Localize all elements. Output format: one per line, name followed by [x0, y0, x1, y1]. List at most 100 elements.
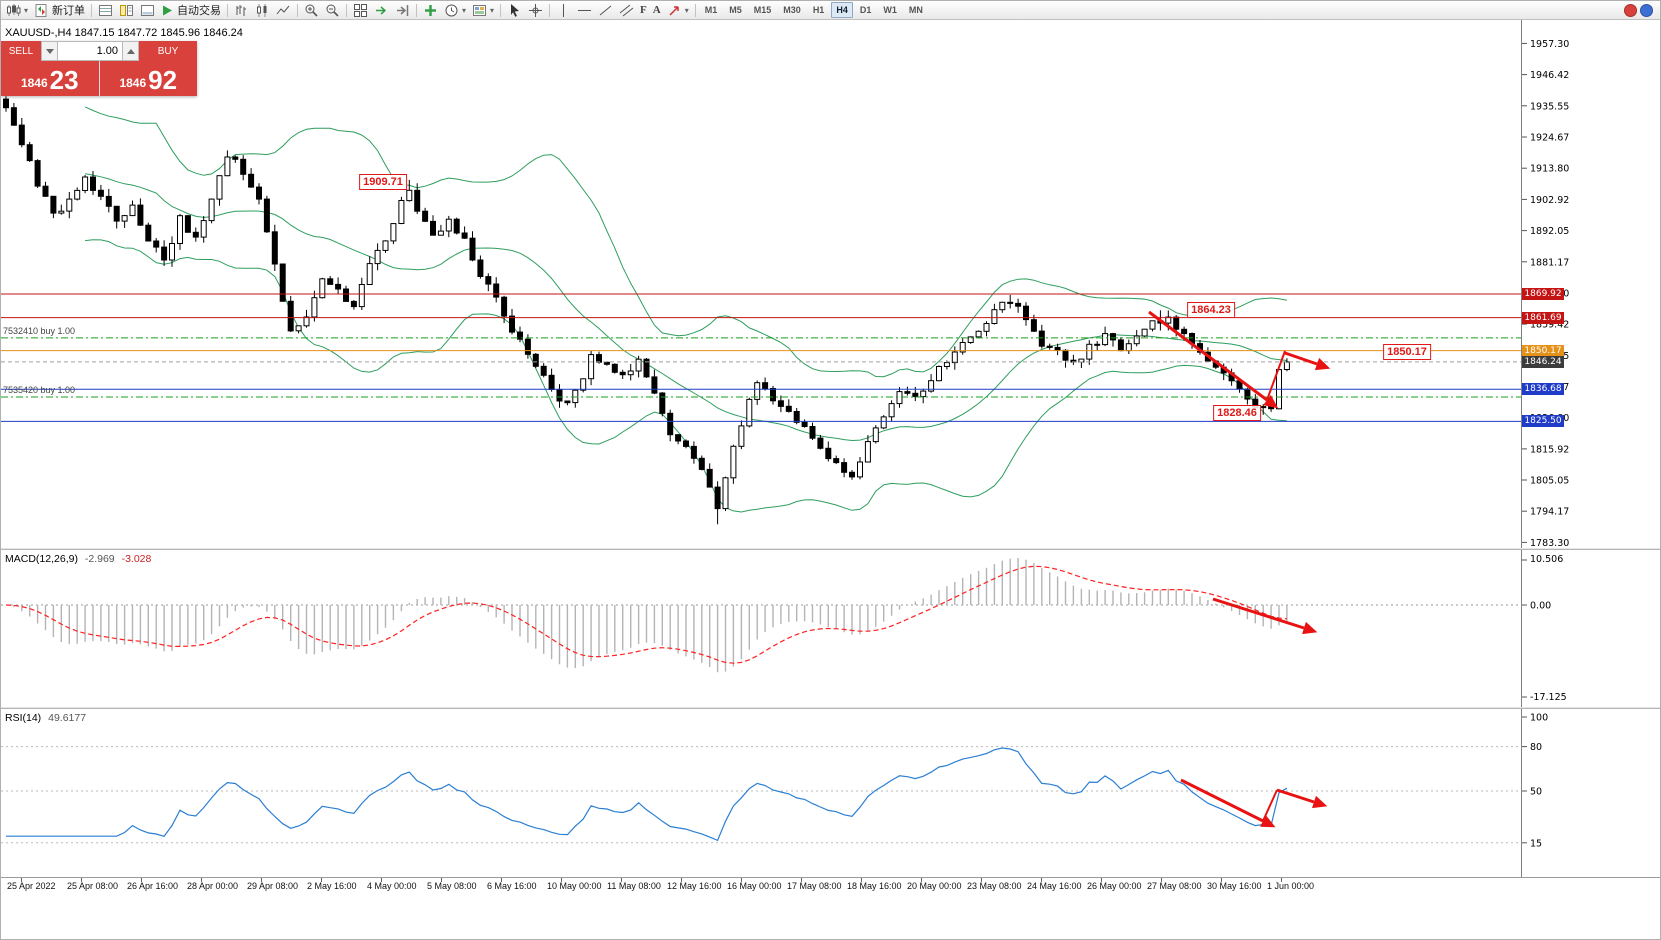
- rsi-name: RSI(14): [5, 712, 42, 724]
- zoom-in-icon: [305, 4, 318, 17]
- macd-panel[interactable]: 10.506 0.00 -17.125 MACD(12,26,9) -2.969 -…: [1, 550, 1661, 707]
- templates-icon: [473, 4, 487, 16]
- new-order-button[interactable]: 新订单: [31, 2, 88, 19]
- channel-icon: [619, 4, 634, 16]
- chart-shift-button[interactable]: [392, 2, 413, 19]
- timeframe-button-m1[interactable]: M1: [704, 5, 718, 15]
- trend-arrow[interactable]: [1148, 310, 1268, 402]
- price-divider: [98, 61, 100, 96]
- toolbar-separator: [227, 3, 229, 17]
- navigator-button[interactable]: [116, 2, 137, 19]
- horizontal-lines[interactable]: [1, 293, 1521, 422]
- price-annotation[interactable]: 1864.23: [1187, 302, 1235, 318]
- trend-arrow[interactable]: [1284, 351, 1318, 366]
- new-order-label: 新订单: [52, 5, 86, 17]
- new-order-icon: [35, 3, 47, 17]
- channel-button[interactable]: [616, 2, 637, 19]
- price-annotation[interactable]: 1850.17: [1383, 344, 1431, 360]
- timeframe-button-m15[interactable]: M15: [753, 5, 772, 15]
- vertical-line-button[interactable]: [553, 2, 574, 19]
- volume-increase-button[interactable]: [122, 41, 139, 61]
- trend-arrow[interactable]: [1266, 350, 1286, 401]
- sell-price-button[interactable]: 1846 23: [1, 61, 99, 96]
- market-watch-button[interactable]: [95, 2, 116, 19]
- time-axis-label: 26 May 00:00: [1087, 881, 1142, 891]
- svg-text:-17.125: -17.125: [1530, 692, 1567, 703]
- sell-price-main: 1846: [20, 76, 48, 90]
- trend-arrow[interactable]: [1180, 778, 1264, 823]
- price-annotation[interactable]: 1828.46: [1213, 405, 1261, 421]
- periods-button[interactable]: ▾: [441, 2, 469, 19]
- timeframe-button-h4[interactable]: H4: [831, 2, 853, 18]
- red-dot-icon[interactable]: [1624, 3, 1637, 17]
- candlestick-chart-button[interactable]: [252, 2, 273, 19]
- macd-indicator-label: MACD(12,26,9) -2.969 -3.028: [5, 553, 151, 565]
- text-button[interactable]: A: [650, 2, 664, 19]
- volume-input[interactable]: [58, 41, 122, 61]
- time-tick: [681, 878, 682, 882]
- blue-dot-icon[interactable]: [1640, 3, 1653, 17]
- price-tag: 1846.24: [1522, 355, 1564, 368]
- candlesticks: [3, 96, 1290, 525]
- time-tick: [1281, 878, 1282, 882]
- zoom-out-button[interactable]: [322, 2, 343, 19]
- timeframe-button-h1[interactable]: H1: [812, 5, 825, 15]
- buy-price-main: 1846: [119, 76, 147, 90]
- auto-trading-label: 自动交易: [177, 5, 222, 17]
- svg-text:50: 50: [1530, 787, 1542, 798]
- caret-up-icon: [126, 48, 135, 54]
- price-annotation[interactable]: 1909.71: [359, 174, 407, 190]
- trend-arrow[interactable]: [1212, 597, 1305, 630]
- time-axis-label: 17 May 08:00: [787, 881, 842, 891]
- cursor-icon: [511, 3, 520, 17]
- templates-button[interactable]: ▾: [469, 2, 497, 19]
- crosshair-button[interactable]: [525, 2, 546, 19]
- timeframe-button-mn[interactable]: MN: [908, 5, 923, 15]
- indicators-button[interactable]: [420, 2, 441, 19]
- timeframe-button-w1[interactable]: W1: [883, 5, 897, 15]
- rsi-chart[interactable]: 100 80 50 15: [1, 709, 1661, 877]
- time-tick: [1101, 878, 1102, 882]
- timeframe-button-m30[interactable]: M30: [783, 5, 801, 15]
- price-tag: 1861.69: [1522, 311, 1564, 324]
- buy-button[interactable]: BUY: [139, 41, 197, 61]
- volume-decrease-button[interactable]: [41, 41, 58, 61]
- line-chart-button[interactable]: [273, 2, 294, 19]
- trend-arrow[interactable]: [1262, 789, 1278, 822]
- timeframe-button-d1[interactable]: D1: [859, 5, 872, 15]
- cursor-button[interactable]: [504, 2, 525, 19]
- terminal-button[interactable]: [137, 2, 158, 19]
- time-tick: [1041, 878, 1042, 882]
- time-tick: [621, 878, 622, 882]
- fibonacci-button[interactable]: F: [637, 2, 650, 19]
- sell-button[interactable]: SELL: [1, 41, 41, 61]
- svg-text:1913.80: 1913.80: [1530, 164, 1569, 175]
- line-chart-icon: [276, 5, 290, 14]
- main-chart-panel[interactable]: 1957.30 1946.42 1935.55 1924.67 1913.80 1902.…: [1, 20, 1661, 548]
- horizontal-line-button[interactable]: [574, 2, 595, 19]
- timeframe-button-m5[interactable]: M5: [729, 5, 742, 15]
- macd-chart[interactable]: 10.506 0.00 -17.125: [1, 550, 1661, 707]
- panel-splitter[interactable]: [1, 548, 1660, 550]
- rsi-panel[interactable]: 100 80 50 15 RSI(14) 49.6177: [1, 709, 1661, 877]
- buy-price-button[interactable]: 1846 92: [100, 61, 198, 96]
- auto-scroll-button[interactable]: [371, 2, 392, 19]
- toolbar-separator: [694, 3, 696, 17]
- time-tick: [741, 878, 742, 882]
- new-chart-button[interactable]: ▾: [3, 2, 31, 19]
- trend-arrow[interactable]: [1276, 788, 1315, 804]
- auto-trading-button[interactable]: 自动交易: [158, 2, 224, 19]
- time-tick: [141, 878, 142, 882]
- arrows-button[interactable]: ▾: [664, 2, 692, 19]
- zoom-in-button[interactable]: [301, 2, 322, 19]
- panel-splitter[interactable]: [1, 707, 1660, 709]
- trendline-button[interactable]: [595, 2, 616, 19]
- time-tick: [501, 878, 502, 882]
- price-tag: 1850.17: [1522, 344, 1564, 357]
- tile-windows-button[interactable]: [350, 2, 371, 19]
- time-axis-label: 28 Apr 00:00: [187, 881, 239, 891]
- time-axis[interactable]: 25 Apr 2022 25 Apr 08:00 26 Apr 16:00 28 Ap…: [1, 877, 1660, 902]
- bar-chart-button[interactable]: [231, 2, 252, 19]
- zoom-out-icon: [326, 4, 339, 17]
- candlestick-chart[interactable]: 1957.30 1946.42 1935.55 1924.67 1913.80 1902.…: [1, 20, 1661, 548]
